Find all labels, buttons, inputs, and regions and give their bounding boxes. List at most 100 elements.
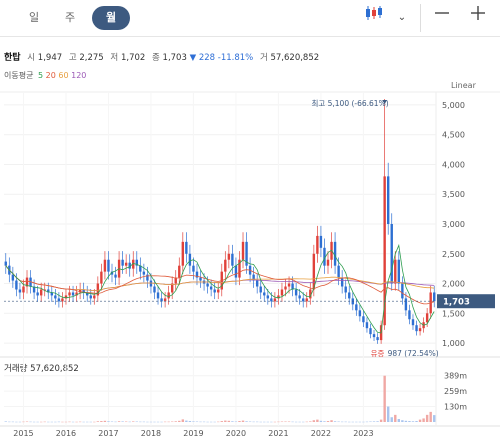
candle-body bbox=[32, 286, 36, 293]
candle-body bbox=[82, 289, 85, 293]
tab-month[interactable]: 월 bbox=[92, 6, 130, 30]
candle-body bbox=[18, 289, 22, 293]
volume-bar bbox=[217, 421, 220, 423]
volume-panel-title: 거래량 57,620,852 bbox=[4, 364, 79, 374]
candle-body bbox=[181, 241, 185, 266]
volume-bar bbox=[25, 421, 29, 423]
candle-body bbox=[114, 274, 117, 278]
candle-body bbox=[245, 241, 248, 266]
y-tick-label: 3,000 bbox=[442, 220, 465, 229]
volume-bar bbox=[103, 420, 107, 422]
volume-bar bbox=[390, 417, 393, 422]
volume-bar bbox=[128, 421, 131, 423]
candle-body bbox=[121, 259, 124, 266]
candle-body bbox=[411, 319, 415, 326]
candle-body bbox=[93, 295, 96, 299]
candle-body bbox=[344, 286, 347, 293]
minus-icon[interactable] bbox=[430, 5, 454, 31]
volume-bar bbox=[195, 421, 199, 423]
volume-bar bbox=[231, 421, 234, 422]
rights-issue-label: 유증 bbox=[371, 349, 385, 358]
candle-body bbox=[408, 310, 411, 320]
tab-week[interactable]: 주 bbox=[64, 11, 76, 24]
candle-body bbox=[167, 292, 170, 299]
volume-bar bbox=[227, 420, 231, 422]
y-tick-label: 4,000 bbox=[442, 160, 465, 169]
volume-bar bbox=[54, 421, 57, 423]
candle-body bbox=[39, 289, 43, 296]
volume-bar bbox=[358, 421, 362, 423]
y-tick-label: 2,000 bbox=[442, 280, 465, 289]
candle-body bbox=[425, 313, 429, 323]
candle-body bbox=[415, 325, 418, 332]
candle-body bbox=[209, 286, 213, 290]
candle-body bbox=[103, 259, 107, 272]
volume-bar bbox=[291, 421, 294, 423]
ma-20: 20 bbox=[45, 71, 56, 80]
candle-body bbox=[64, 295, 68, 299]
candle-body bbox=[386, 176, 390, 224]
tab-day[interactable]: 일 bbox=[28, 11, 40, 24]
volume-bar bbox=[117, 421, 121, 422]
volume-bar bbox=[185, 420, 188, 422]
candle-body bbox=[309, 289, 312, 299]
candle-body bbox=[376, 337, 379, 341]
scale-mode-toggle[interactable]: Linear bbox=[451, 81, 476, 90]
candle-body bbox=[358, 310, 362, 317]
candle-body bbox=[231, 253, 234, 266]
volume-bar bbox=[294, 421, 298, 423]
candle-body bbox=[11, 274, 15, 281]
candle-body bbox=[298, 295, 301, 299]
volume-bar bbox=[284, 421, 287, 423]
volume-bar bbox=[156, 421, 160, 423]
candle-body bbox=[305, 298, 308, 302]
y-tick-label: 5,000 bbox=[442, 101, 465, 110]
volume-bar bbox=[163, 421, 167, 423]
candle-body bbox=[422, 322, 425, 329]
candle-body bbox=[206, 283, 209, 287]
candle-body bbox=[217, 289, 220, 293]
candle-body bbox=[195, 271, 199, 278]
volume-bar bbox=[429, 411, 432, 422]
volume-bar bbox=[89, 421, 92, 423]
candle-body bbox=[199, 277, 202, 281]
candle-body bbox=[8, 265, 11, 275]
candle-body bbox=[25, 277, 29, 287]
candle-body bbox=[220, 271, 223, 290]
volume-bar bbox=[71, 421, 75, 423]
volume-bar bbox=[337, 421, 340, 423]
candle-body bbox=[319, 235, 323, 248]
volume-bar bbox=[174, 421, 177, 422]
y-tick-label: 3,500 bbox=[442, 190, 465, 199]
toolbar-divider bbox=[420, 4, 421, 32]
stock-name: 한탑 bbox=[4, 53, 21, 63]
volume-bar bbox=[266, 421, 270, 423]
candle-body bbox=[277, 295, 280, 299]
volume-bar bbox=[178, 420, 181, 422]
change-value: 228 bbox=[198, 53, 216, 63]
volume-tick-label: 389m bbox=[444, 372, 467, 381]
candle-body bbox=[234, 265, 238, 278]
volume-bar bbox=[181, 419, 185, 422]
plus-icon[interactable] bbox=[466, 5, 490, 31]
volume-bar bbox=[121, 421, 124, 422]
ma-20-line bbox=[5, 265, 435, 305]
moving-average-legend[interactable]: 이동평균 5 20 60 120 bbox=[4, 70, 86, 81]
volume-bar bbox=[316, 419, 319, 422]
candle-body bbox=[178, 265, 181, 278]
candle-body bbox=[404, 298, 408, 311]
volume-bar bbox=[132, 421, 135, 422]
candle-body bbox=[188, 253, 192, 266]
volume-bar bbox=[425, 414, 429, 422]
volume-bar bbox=[68, 421, 71, 423]
volume-bar bbox=[302, 421, 305, 423]
candle-body bbox=[302, 298, 305, 302]
candle-body bbox=[383, 176, 386, 326]
volume-bar bbox=[188, 421, 192, 422]
chevron-down-icon[interactable]: ⌄ bbox=[397, 12, 407, 23]
ma-120: 120 bbox=[71, 71, 87, 80]
candlestick-icon[interactable] bbox=[362, 5, 386, 31]
x-tick-label: 2020 bbox=[226, 429, 246, 438]
max-price-annotation: 최고 5,100 (-66.61%) bbox=[311, 98, 388, 108]
